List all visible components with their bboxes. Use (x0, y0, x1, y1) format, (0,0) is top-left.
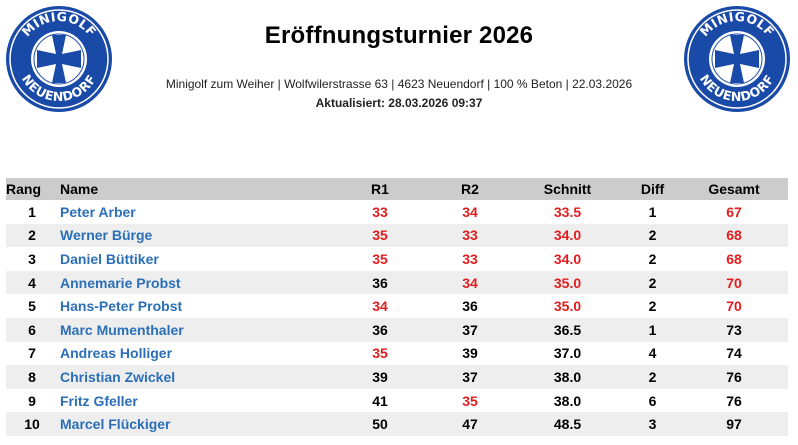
results-table: Rang Name R1 R2 Schnitt Diff Gesamt 1 Pet… (6, 178, 788, 436)
cell-name[interactable]: Hans-Peter Probst (60, 298, 183, 315)
cell-r1: 35 (330, 223, 430, 248)
column-header-r1: R1 (330, 178, 430, 200)
cell-diff: 2 (648, 298, 657, 315)
column-header-schnitt: Schnitt (510, 178, 625, 200)
cell-r1: 35 (372, 345, 388, 362)
cell-r2: 36 (462, 298, 478, 315)
cell-r1: 36 (330, 317, 430, 342)
cell-gesamt: 74 (726, 345, 742, 362)
table-row: 5 Hans-Peter Probst 34 36 35.0 2 70 (6, 294, 788, 318)
cell-name[interactable]: Fritz Gfeller (60, 392, 138, 409)
cell-schnitt: 34.0 (553, 250, 582, 267)
cell-diff: 2 (625, 223, 680, 248)
cell-diff: 2 (648, 250, 657, 267)
cell-rang: 2 (6, 223, 58, 248)
cell-schnitt: 33.5 (553, 203, 582, 220)
cell-diff: 2 (625, 270, 680, 295)
cell-r2: 37 (430, 365, 510, 389)
cell-name[interactable]: Daniel Büttiker (60, 250, 159, 267)
table-row: 10 Marcel Flückiger 50 47 48.5 3 97 (6, 412, 788, 436)
cell-name[interactable]: Annemarie Probst (58, 270, 330, 295)
cell-gesamt: 76 (680, 365, 788, 389)
cell-r1: 34 (372, 298, 388, 315)
cell-name[interactable]: Marc Mumenthaler (58, 317, 330, 342)
cell-name[interactable]: Werner Bürge (58, 223, 330, 248)
cell-diff: 4 (648, 345, 657, 362)
cell-r2: 37 (430, 317, 510, 342)
cell-rang: 9 (28, 392, 36, 409)
cell-rang: 5 (28, 298, 36, 315)
cell-name[interactable]: Marcel Flückiger (58, 412, 330, 436)
results-body: 1 Peter Arber 33 34 33.5 1 67 2 Werner Bürge 35 33… (6, 200, 788, 436)
table-row: 2 Werner Bürge 35 33 34.0 2 68 (6, 223, 788, 248)
column-header-r2: R2 (430, 178, 510, 200)
cell-r2: 35 (462, 392, 478, 409)
cell-schnitt: 38.0 (510, 365, 625, 389)
column-header-rang: Rang (6, 178, 58, 200)
table-row: 1 Peter Arber 33 34 33.5 1 67 (6, 200, 788, 224)
cell-name[interactable]: Christian Zwickel (58, 365, 330, 389)
cell-schnitt: 36.5 (510, 317, 625, 342)
cell-rang: 3 (28, 250, 36, 267)
cell-gesamt: 73 (680, 317, 788, 342)
cell-r1: 50 (330, 412, 430, 436)
table-row: 6 Marc Mumenthaler 36 37 36.5 1 73 (6, 317, 788, 342)
cell-diff: 6 (648, 392, 657, 409)
club-logo-right: MINIGOLF NEUENDORF (682, 4, 792, 114)
cell-r2: 34 (462, 203, 478, 220)
cell-gesamt: 97 (680, 412, 788, 436)
cell-gesamt: 70 (680, 270, 788, 295)
cell-schnitt: 48.5 (510, 412, 625, 436)
club-logo-left: MINIGOLF NEUENDORF (4, 4, 114, 114)
cell-schnitt: 35.0 (510, 270, 625, 295)
event-info: Minigolf zum Weiher | Wolfwilerstrasse 6… (165, 77, 633, 91)
cell-diff: 1 (648, 203, 657, 220)
cell-r1: 39 (330, 365, 430, 389)
last-updated: Aktualisiert: 28.03.2026 09:37 (315, 96, 483, 110)
cell-gesamt: 68 (726, 250, 742, 267)
cell-rang: 6 (6, 317, 58, 342)
table-row: 8 Christian Zwickel 39 37 38.0 2 76 (6, 365, 788, 389)
cell-r1: 36 (330, 270, 430, 295)
cross-pattee-icon (715, 35, 759, 83)
logo-emblem: MINIGOLF NEUENDORF (6, 6, 112, 112)
cell-schnitt: 38.0 (553, 392, 582, 409)
cell-rang: 4 (6, 270, 58, 295)
cell-r2: 47 (430, 412, 510, 436)
cell-diff: 2 (625, 365, 680, 389)
cell-schnitt: 37.0 (553, 345, 582, 362)
cell-r2: 33 (430, 223, 510, 248)
cell-r2: 33 (462, 250, 478, 267)
cell-rang: 10 (6, 412, 58, 436)
column-header-diff: Diff (625, 178, 680, 200)
cell-gesamt: 70 (726, 298, 742, 315)
cell-schnitt: 35.0 (553, 298, 582, 315)
cell-gesamt: 67 (726, 203, 742, 220)
cell-r1: 33 (372, 203, 388, 220)
cell-r2: 39 (462, 345, 478, 362)
table-row: 4 Annemarie Probst 36 34 35.0 2 70 (6, 270, 788, 295)
table-row: 9 Fritz Gfeller 41 35 38.0 6 76 (6, 389, 788, 413)
logo-emblem: MINIGOLF NEUENDORF (684, 6, 790, 112)
table-header-row: Rang Name R1 R2 Schnitt Diff Gesamt (6, 178, 788, 200)
cross-pattee-icon (37, 35, 81, 83)
cell-gesamt: 76 (726, 392, 742, 409)
cell-r1: 41 (372, 392, 388, 409)
cell-rang: 1 (28, 203, 36, 220)
cell-diff: 1 (625, 317, 680, 342)
cell-rang: 8 (6, 365, 58, 389)
cell-gesamt: 68 (680, 223, 788, 248)
column-header-gesamt: Gesamt (680, 178, 788, 200)
column-header-name: Name (58, 178, 330, 200)
cell-rang: 7 (28, 345, 36, 362)
table-row: 7 Andreas Holliger 35 39 37.0 4 74 (6, 342, 788, 366)
cell-r1: 35 (372, 250, 388, 267)
cell-r2: 34 (430, 270, 510, 295)
cell-diff: 3 (625, 412, 680, 436)
cell-name[interactable]: Peter Arber (60, 203, 136, 220)
cell-schnitt: 34.0 (510, 223, 625, 248)
cell-name[interactable]: Andreas Holliger (60, 345, 173, 362)
table-row: 3 Daniel Büttiker 35 33 34.0 2 68 (6, 247, 788, 271)
page-title: Eröffnungsturnier 2026 (264, 22, 534, 49)
